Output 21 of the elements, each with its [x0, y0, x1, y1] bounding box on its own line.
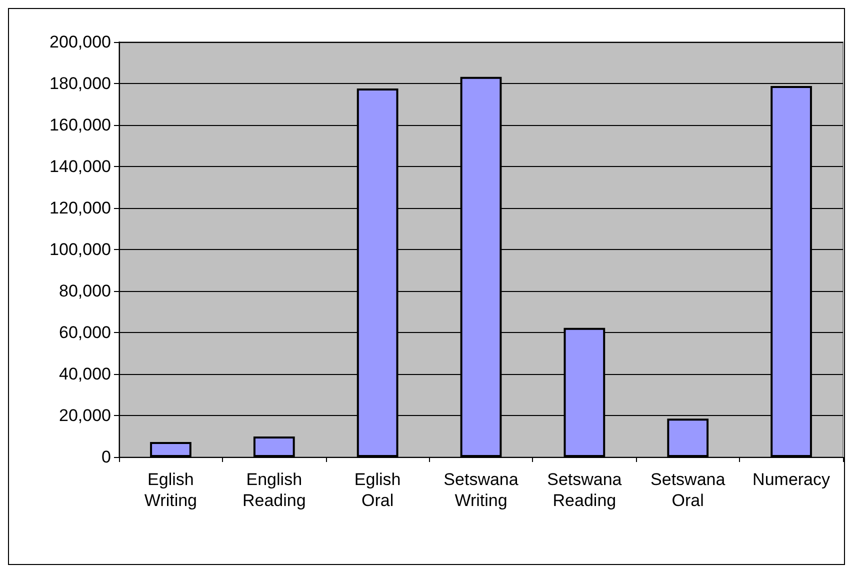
y-tick-label: 200,000: [50, 32, 111, 52]
y-tick-label: 160,000: [50, 116, 111, 134]
y-tick-label: 0: [102, 448, 111, 466]
x-tick-label: Setswana Writing: [444, 470, 519, 510]
y-tick-label: 60,000: [59, 323, 111, 342]
y-tick-label: 100,000: [50, 240, 111, 259]
y-tick-label: 40,000: [59, 364, 111, 384]
y-tick-label: 120,000: [50, 198, 111, 218]
y-tick-label: 180,000: [50, 74, 111, 93]
y-tick-label: 80,000: [59, 282, 111, 300]
x-tick-label: English Reading: [242, 470, 306, 510]
x-tick-label: Setswana Oral: [650, 470, 726, 510]
x-tick-label: Setswana Reading: [547, 470, 622, 510]
bar: [150, 442, 192, 457]
y-tick-label: 20,000: [59, 406, 111, 425]
y-tick-label: 140,000: [50, 157, 111, 176]
bar: [253, 436, 295, 457]
x-tick-label: Numeracy: [752, 470, 831, 489]
bar: [667, 418, 709, 457]
x-tick-label: Eglish Writing: [144, 470, 198, 510]
x-tick-label: Eglish Oral: [354, 470, 401, 510]
